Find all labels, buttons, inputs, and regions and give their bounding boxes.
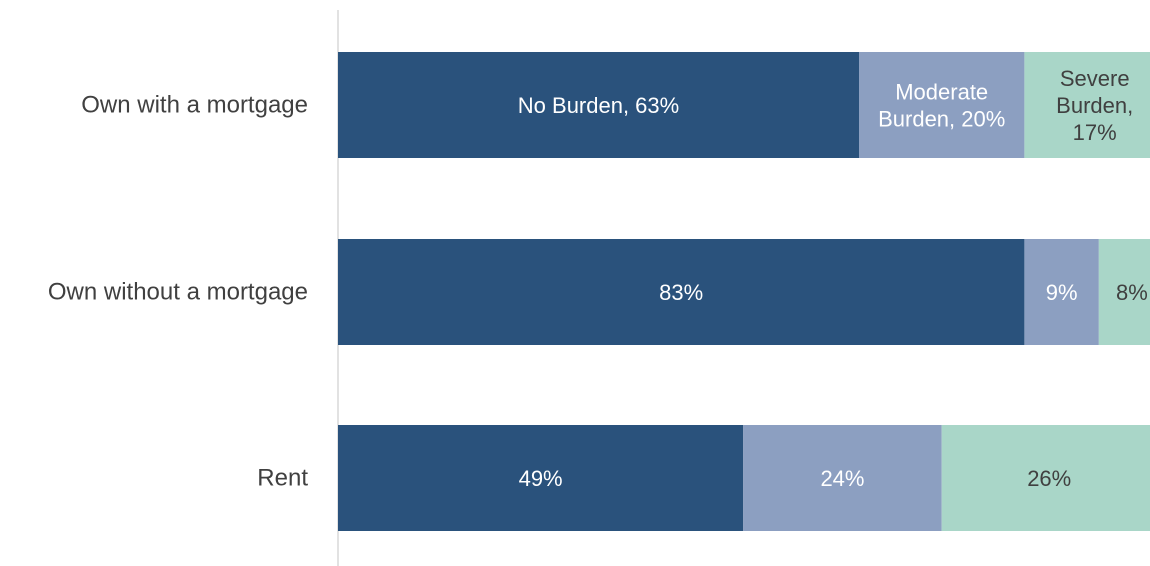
data-label: 24% (820, 466, 864, 491)
category-label: Rent (257, 465, 308, 492)
bar-segment (743, 425, 942, 531)
data-label: 83% (659, 280, 703, 305)
category-labels: Own with a mortgage Own without a mortgag… (48, 92, 308, 492)
category-label: Own with a mortgage (81, 92, 308, 119)
bar-segment (338, 425, 744, 531)
data-labels: No Burden, 63% Moderate Burden, 20% Severe B… (518, 66, 1148, 491)
data-label: 8% (1116, 280, 1148, 305)
data-label: No Burden, 63% (518, 93, 679, 118)
bars (338, 52, 1150, 531)
data-label: 26% (1027, 466, 1071, 491)
bar-segment (859, 52, 1025, 158)
data-label: Moderate Burden, 20% (878, 79, 1005, 131)
bar-segment (1024, 52, 1150, 158)
bar-segment (338, 239, 1025, 345)
data-label: 49% (519, 466, 563, 491)
bar-segment (941, 425, 1150, 531)
data-label: Severe Burden, 17% (1056, 66, 1133, 145)
data-label: 9% (1046, 280, 1078, 305)
category-label: Own without a mortgage (48, 279, 308, 306)
bar-segment (1098, 239, 1150, 345)
bar-segment (1024, 239, 1099, 345)
bar-segment (338, 52, 860, 158)
